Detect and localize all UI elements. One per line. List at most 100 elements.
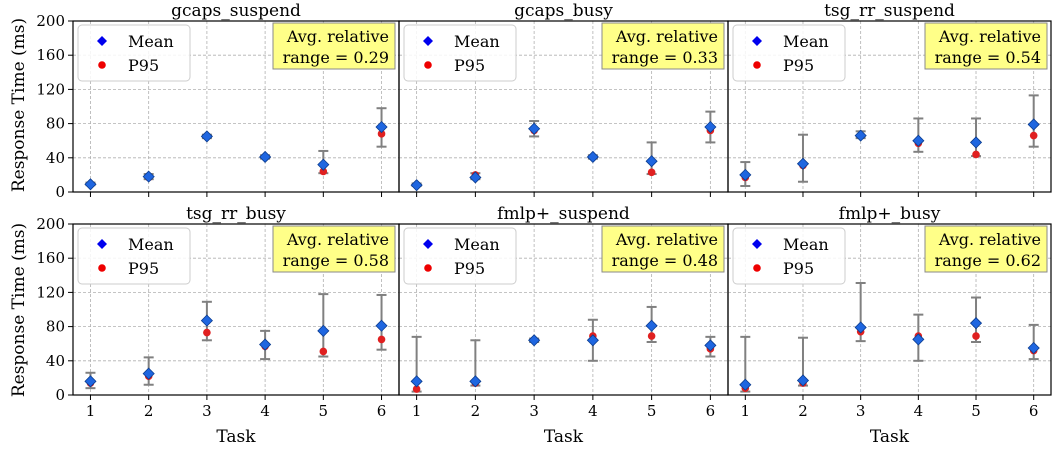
- annotation-box: [924, 22, 1048, 70]
- annotation-box: [272, 22, 396, 70]
- annotation-value: range = 0.48: [612, 251, 718, 270]
- x-tick-label: 2: [798, 402, 808, 420]
- panel-gcaps_busy: gcaps_busy Mean P95 Avg. relative range = 0.…: [398, 1, 729, 197]
- p95-point: [319, 167, 328, 176]
- p95-point: [412, 385, 421, 393]
- annotation-box: [601, 225, 725, 273]
- legend-mean-label: Mean: [454, 235, 500, 254]
- panel-frame: [727, 223, 1052, 396]
- x-tick-label: 3: [202, 402, 212, 420]
- p95-point: [647, 332, 656, 340]
- legend-box: [77, 227, 191, 285]
- annotation-box: [272, 225, 396, 273]
- panel-title: gcaps_busy: [514, 1, 613, 21]
- panel-title: fmlp+_suspend: [497, 204, 630, 224]
- mean-point: [704, 120, 717, 134]
- legend-p95-marker: [98, 61, 106, 69]
- y-tick-label: 0: [55, 386, 65, 404]
- x-tick-label: 6: [706, 402, 716, 420]
- annotation-label: Avg. relative: [615, 230, 718, 249]
- legend-mean-marker: [423, 239, 433, 249]
- annotation-value: range = 0.62: [935, 251, 1041, 270]
- p95-point: [319, 347, 328, 356]
- annotation-label: Avg. relative: [286, 27, 389, 46]
- legend-mean-label: Mean: [128, 235, 174, 254]
- panel-fmlp+_suspend: fmlp+_suspend 1 2 3 4 5 6 Task Mean P95 Avg. relat…: [398, 204, 729, 447]
- mean-point: [645, 319, 658, 332]
- mean-point: [912, 134, 925, 147]
- panel-title: gcaps_suspend: [171, 1, 301, 21]
- y-tick-label: 200: [36, 215, 65, 233]
- y-tick-label: 160: [36, 46, 65, 64]
- legend-mean-marker: [752, 239, 762, 249]
- mean-point: [200, 130, 213, 143]
- mean-point: [410, 179, 423, 192]
- x-axis-label: Task: [216, 427, 256, 447]
- legend-box: [732, 24, 846, 82]
- mean-point: [84, 375, 97, 388]
- annotation-value: range = 0.29: [283, 48, 389, 67]
- p95-point: [203, 328, 211, 337]
- x-tick-label: 1: [86, 402, 96, 420]
- mean-point: [1027, 118, 1040, 131]
- mean-point: [1027, 341, 1040, 355]
- mean-point: [317, 158, 330, 171]
- p95-point: [377, 335, 386, 344]
- panel-title: fmlp+_busy: [839, 204, 941, 224]
- y-tick-label: 0: [55, 183, 65, 201]
- legend-mean-label: Mean: [783, 235, 829, 254]
- mean-point: [704, 339, 717, 352]
- x-tick-label: 5: [319, 402, 329, 420]
- annotation-label: Avg. relative: [286, 230, 389, 249]
- mean-point: [912, 333, 925, 346]
- mean-point: [259, 338, 272, 351]
- x-tick-label: 3: [856, 402, 866, 420]
- mean-point: [854, 129, 867, 142]
- legend-p95-marker: [753, 264, 761, 272]
- mean-point: [645, 155, 658, 168]
- legend-mean-label: Mean: [783, 32, 829, 51]
- y-tick-label: 120: [36, 80, 65, 98]
- annotation-box: [601, 22, 725, 70]
- annotation-box: [924, 225, 1048, 273]
- legend-box: [403, 227, 517, 285]
- legend-mean-marker: [752, 36, 762, 46]
- legend-mean-marker: [423, 36, 433, 46]
- legend-p95-label: P95: [783, 56, 814, 75]
- legend-p95-marker: [753, 61, 761, 69]
- mean-point: [796, 157, 810, 170]
- annotation-value: range = 0.33: [612, 48, 718, 67]
- x-tick-label: 5: [647, 402, 657, 420]
- legend-p95-label: P95: [783, 259, 814, 278]
- x-tick-label: 1: [412, 402, 422, 420]
- y-tick-label: 160: [36, 249, 65, 267]
- panel-tsg_rr_suspend: tsg_rr_suspend Mean P95 Avg. relative range …: [727, 1, 1052, 197]
- x-tick-label: 4: [260, 402, 270, 420]
- x-axis-label: Task: [544, 427, 584, 447]
- legend-p95-label: P95: [454, 56, 485, 75]
- legend-p95-marker: [98, 264, 106, 272]
- legend-mean-marker: [97, 36, 107, 46]
- x-tick-label: 2: [144, 402, 154, 420]
- y-axis-label-top: Response Time (ms): [9, 18, 29, 192]
- panel-gcaps_suspend: gcaps_suspend 0 40 80 120 160 200 Mean P95 Avg. r…: [36, 1, 400, 201]
- y-tick-label: 80: [46, 115, 65, 133]
- legend-mean-label: Mean: [454, 32, 500, 51]
- p95-point: [377, 130, 386, 138]
- mean-point: [259, 150, 272, 164]
- mean-point: [375, 319, 388, 332]
- y-axis-label-bottom: Response Time (ms): [9, 223, 29, 397]
- annotation-label: Avg. relative: [615, 27, 718, 46]
- legend-box: [77, 24, 191, 82]
- x-tick-label: 4: [914, 402, 924, 420]
- mean-point: [469, 171, 482, 184]
- annotation-value: range = 0.58: [283, 251, 389, 270]
- y-tick-label: 40: [46, 352, 65, 370]
- mean-point: [969, 136, 983, 149]
- p95-point: [647, 168, 656, 177]
- p95-point: [972, 332, 980, 340]
- mean-point: [854, 321, 867, 334]
- mean-point: [469, 375, 482, 388]
